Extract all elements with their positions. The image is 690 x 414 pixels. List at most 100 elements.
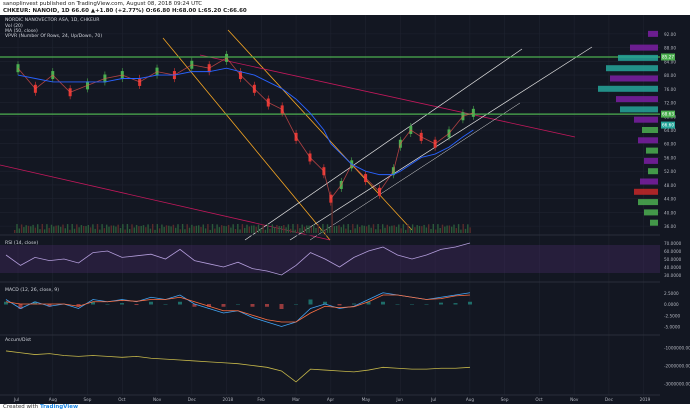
x-tick-label: Apr — [327, 397, 335, 402]
volume-bar — [57, 225, 60, 233]
y-tick-label: 70.0000 — [664, 241, 682, 246]
macd-histogram-bar — [323, 301, 327, 305]
y-tick-label: 48.00 — [664, 183, 676, 188]
footer: Created with TradingView — [3, 404, 78, 410]
volume-bar — [223, 225, 225, 233]
macd-histogram-bar — [47, 304, 52, 307]
volume-bar — [32, 224, 34, 233]
macd-histogram-bar — [134, 304, 139, 305]
pane-title: RSI (14, close) — [5, 240, 38, 246]
macd-histogram-bar — [149, 301, 153, 305]
volume-bar — [27, 225, 30, 233]
volume-bar — [149, 228, 152, 233]
volume-bar — [14, 230, 16, 233]
volume-bar — [69, 229, 71, 233]
volume-bar — [290, 228, 292, 233]
volume-bars — [14, 194, 471, 233]
volume-bar — [446, 225, 448, 233]
macd-histogram-bar — [294, 304, 298, 305]
volume-bar — [301, 224, 303, 233]
macd-histogram-bar — [192, 304, 197, 307]
macd-signal-line — [5, 294, 471, 323]
y-tick-label: 50.0000 — [664, 257, 682, 262]
volume-bar — [142, 225, 145, 233]
macd-series — [4, 292, 472, 327]
volume-bar — [46, 224, 48, 233]
chart-canvas[interactable]: 92.0088.0084.0080.0076.0072.0068.0064.00… — [0, 15, 690, 411]
volume-bar — [239, 229, 241, 233]
footer-text: Created with — [3, 404, 39, 410]
y-tick-label: 0.0000 — [664, 302, 679, 307]
volume-bar — [418, 225, 421, 233]
x-tick-label: Jun — [395, 397, 403, 402]
volume-bar — [53, 226, 55, 233]
volume-profile-row — [616, 96, 658, 103]
volume-bar — [400, 228, 402, 233]
y-tick-label: -2.5000 — [664, 313, 680, 318]
y-tick-label: 76.00 — [664, 87, 676, 92]
volume-bar — [94, 228, 96, 233]
x-axis-labels: Jul Aug Sep Oct Nov Dec 2018 Feb Mar Apr May Jun Jul… — [13, 397, 651, 402]
volume-bar — [232, 224, 234, 233]
volume-bar — [161, 224, 163, 233]
volume-bar — [80, 225, 83, 233]
volume-bar — [163, 226, 165, 233]
x-tick-label: Sep — [84, 397, 92, 402]
volume-bar — [55, 225, 57, 233]
volume-bar — [464, 228, 467, 233]
volume-bar — [347, 224, 349, 233]
volume-bar — [177, 224, 179, 233]
volume-profile-row — [638, 137, 658, 144]
volume-profile-row — [638, 199, 658, 206]
volume-bar — [372, 224, 375, 233]
volume-profile-row — [648, 168, 658, 175]
volume-bar — [117, 224, 119, 233]
volume-bar — [225, 226, 227, 233]
tradingview-logo[interactable]: TradingView — [39, 404, 79, 410]
volume-profile-row — [618, 54, 658, 61]
volume-bar — [237, 224, 239, 233]
macd-histogram-bar — [366, 301, 371, 305]
x-tick-label: Aug — [466, 397, 475, 402]
volume-bar — [333, 226, 336, 233]
volume-bar — [455, 228, 457, 233]
volume-bar — [158, 228, 161, 233]
volume-bar — [326, 224, 329, 233]
volume-bar — [37, 224, 39, 233]
x-tick-label: Sep — [501, 397, 509, 402]
volume-bar — [448, 225, 451, 233]
volume-bar — [430, 228, 432, 233]
volume-bar — [20, 224, 23, 233]
volume-bar — [152, 224, 154, 233]
volume-bar — [96, 224, 99, 233]
volume-bar — [331, 194, 333, 233]
y-tick-label: -3000000.0000 — [664, 382, 690, 387]
volume-bar — [214, 228, 216, 233]
volume-bar — [336, 225, 338, 233]
volume-bar — [34, 227, 37, 233]
volume-bar — [50, 224, 53, 233]
y-tick-label: 60.0000 — [664, 249, 682, 254]
volume-bar — [441, 224, 444, 233]
volume-bar — [356, 224, 359, 233]
y-tick-label: 64.00 — [664, 128, 676, 133]
volume-bar — [188, 227, 191, 233]
y-tick-label: 84.00 — [664, 59, 676, 64]
volume-bar — [207, 224, 209, 233]
volume-bar — [186, 224, 188, 233]
right-axis[interactable] — [660, 15, 690, 404]
volume-bar — [267, 224, 269, 233]
volume-bar — [324, 229, 326, 233]
x-tick-label: Feb — [257, 397, 265, 402]
volume-bar — [462, 224, 464, 233]
red-trendline-2 — [199, 54, 576, 138]
volume-bar — [241, 224, 244, 233]
volume-bar — [264, 229, 267, 233]
macd-histogram-bar — [352, 303, 356, 305]
x-tick-label: Aug — [49, 397, 58, 402]
volume-bar — [112, 225, 115, 233]
volume-bar — [338, 225, 340, 233]
volume-bar — [296, 224, 299, 233]
volume-bar — [414, 227, 416, 233]
